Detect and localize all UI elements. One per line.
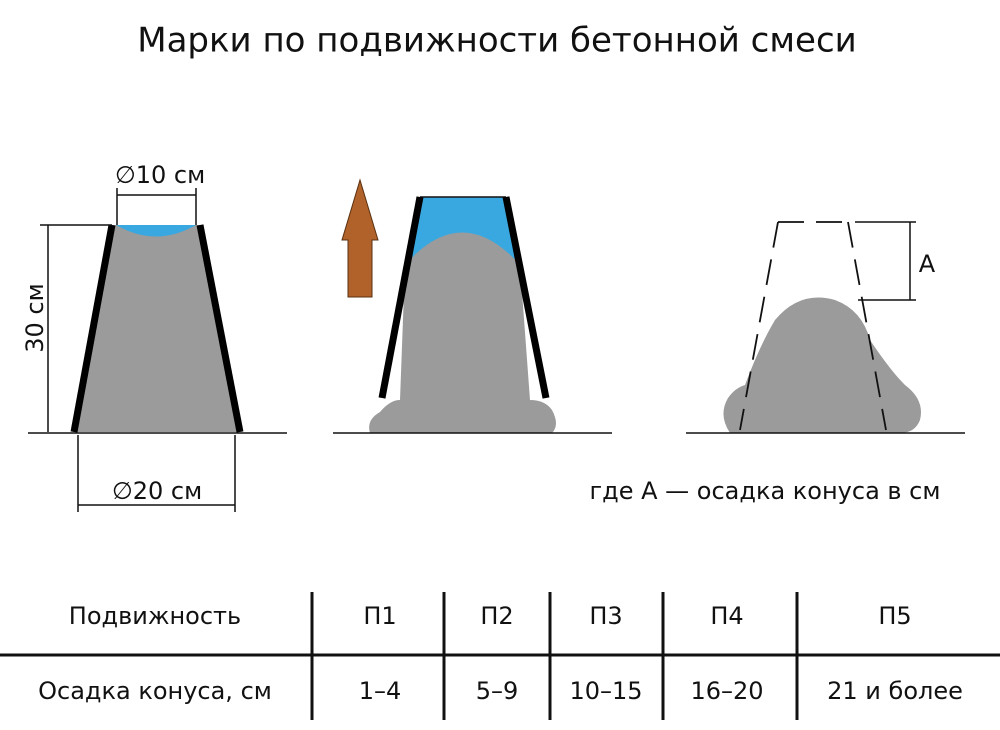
table-cell: 10–15 bbox=[569, 677, 642, 705]
table-cell: П1 bbox=[363, 602, 396, 630]
row-header: Подвижность bbox=[69, 602, 241, 630]
table-lines bbox=[0, 592, 1000, 720]
slump-label: А bbox=[919, 250, 936, 278]
table-cell: П5 bbox=[878, 602, 911, 630]
table-cell: П3 bbox=[589, 602, 622, 630]
table-cell: 1–4 bbox=[359, 677, 402, 705]
top-diameter: ∅10 см bbox=[115, 161, 205, 189]
table-cell: 21 и более bbox=[827, 677, 963, 705]
note: где А — осадка конуса в см bbox=[590, 477, 941, 505]
row-header: Осадка конуса, см bbox=[38, 677, 272, 705]
cone-standing bbox=[28, 188, 287, 512]
table-cell: 16–20 bbox=[690, 677, 763, 705]
cone-lifting bbox=[333, 178, 612, 434]
title: Марки по подвижности бетонной смеси bbox=[137, 21, 856, 61]
table-cell: 5–9 bbox=[476, 677, 519, 705]
table-cell: П4 bbox=[710, 602, 743, 630]
cone-slumped bbox=[686, 221, 965, 434]
bottom-diameter: ∅20 см bbox=[112, 477, 202, 505]
height-label: 30 см bbox=[21, 283, 49, 352]
table-cell: П2 bbox=[480, 602, 513, 630]
table: Подвижность П1 П2 П3 П4 П5 Осадка конуса, см 1–… bbox=[38, 602, 963, 705]
